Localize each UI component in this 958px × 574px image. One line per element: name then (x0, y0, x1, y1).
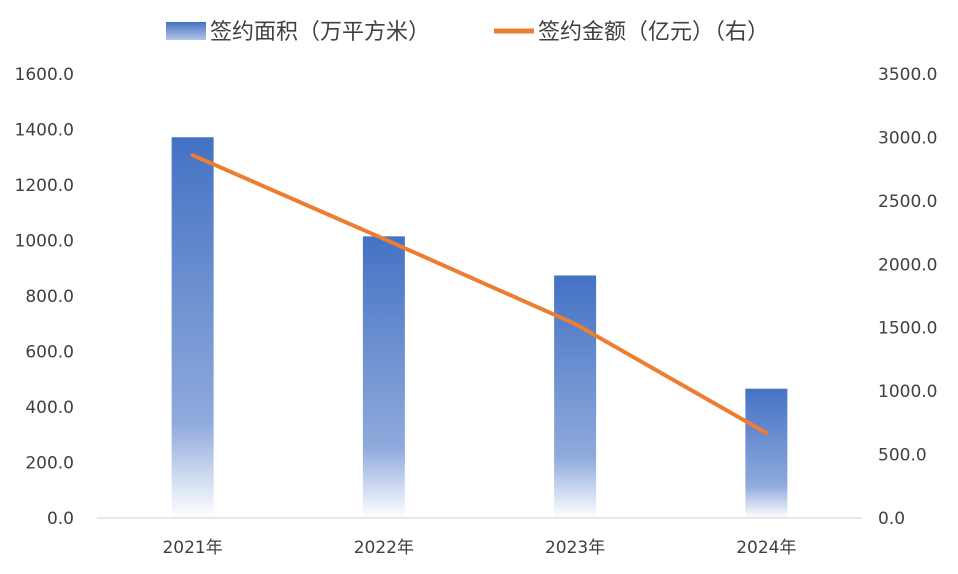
right-tick-label: 2000.0 (878, 255, 937, 275)
left-tick-label: 1000.0 (15, 232, 74, 252)
line-series (190, 153, 769, 436)
right-tick-label: 500.0 (878, 446, 927, 466)
bar (745, 388, 788, 518)
legend: 签约面积（万平方米） 签约金额（亿元）（右） (166, 20, 769, 45)
bar-series (171, 137, 788, 518)
right-tick-label: 3500.0 (878, 65, 937, 85)
right-tick-label: 1000.0 (878, 382, 937, 402)
left-tick-label: 1400.0 (15, 121, 74, 141)
left-tick-label: 1600.0 (15, 65, 74, 85)
legend-swatch-bar (166, 22, 206, 40)
line-path (190, 153, 769, 436)
x-axis: 2021年 2022年 2023年 2024年 (162, 538, 796, 558)
bar (171, 137, 214, 518)
right-tick-label: 0.0 (878, 509, 905, 529)
x-tick-label: 2024年 (736, 538, 796, 558)
right-tick-label: 1500.0 (878, 319, 937, 339)
left-tick-label: 600.0 (25, 343, 74, 363)
bar (554, 275, 597, 518)
x-tick-label: 2023年 (545, 538, 605, 558)
legend-label-bar: 签约面积（万平方米） (210, 20, 430, 45)
left-axis: 0.0 200.0 400.0 600.0 800.0 1000.0 1200.0 1400.… (15, 65, 74, 529)
left-tick-label: 0.0 (47, 509, 74, 529)
x-tick-label: 2022年 (354, 538, 414, 558)
left-tick-label: 1200.0 (15, 176, 74, 196)
right-tick-label: 3000.0 (878, 128, 937, 148)
left-tick-label: 200.0 (25, 454, 74, 474)
left-tick-label: 800.0 (25, 287, 74, 307)
left-tick-label: 400.0 (25, 398, 74, 418)
bar (362, 236, 405, 518)
legend-label-line: 签约金额（亿元）（右） (538, 20, 769, 45)
right-tick-label: 2500.0 (878, 192, 937, 212)
x-tick-label: 2021年 (162, 538, 222, 558)
right-axis: 0.0 500.0 1000.0 1500.0 2000.0 2500.0 3000.0 35… (878, 65, 937, 529)
